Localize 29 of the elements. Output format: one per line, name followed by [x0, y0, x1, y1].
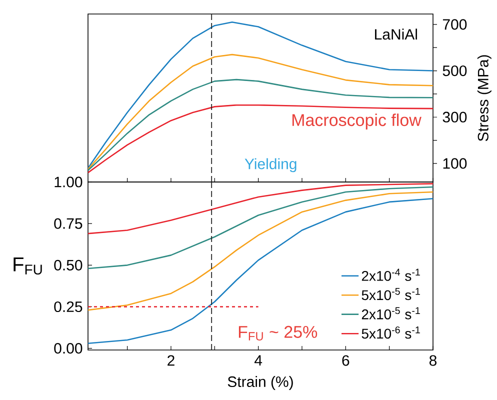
y-tick-label: 0.25 — [54, 301, 82, 312]
legend-label: 5x10$^{-5}$ s$^{-1}$ — [362, 288, 420, 300]
line-series — [88, 104, 434, 174]
y-axis-title: Stress (MPa) — [477, 55, 492, 142]
line-series — [88, 183, 433, 234]
y-tick-label: 700 — [442, 19, 467, 30]
x-axis-title: Strain (%) — [228, 376, 293, 390]
legend-label: 2x10$^{-5}$ s$^{-1}$ — [362, 307, 420, 320]
y-tick-label: 0.00 — [54, 343, 82, 354]
y-tick-label: 500 — [442, 65, 467, 76]
annotation: LaNiAl — [375, 28, 417, 40]
x-tick-label: 2 — [168, 355, 174, 366]
annotation: Yielding — [244, 158, 296, 172]
y-tick-label: 100 — [443, 158, 467, 169]
legend-label: 2x10$^{-4}$ s$^{-1}$ — [362, 268, 420, 281]
y-tick-label: 300 — [442, 112, 467, 122]
annotation: F$_{FU}$ ~ 25% — [238, 326, 318, 340]
legend-label: 5x10$^{-6}$ s$^{-1}$ — [362, 326, 420, 339]
y-tick-label: 0.50 — [54, 260, 82, 270]
line-series — [88, 78, 434, 172]
y-tick-label: 1.00 — [54, 176, 82, 188]
y-tick-label: 0.75 — [54, 218, 82, 229]
x-tick-label: 4 — [254, 355, 262, 366]
annotation: Macroscopic flow — [292, 114, 422, 130]
y-axis-title: F$_{FU}$ — [14, 258, 42, 275]
x-tick-label: 6 — [342, 355, 350, 366]
x-tick-label: 8 — [429, 355, 437, 366]
line-series — [88, 198, 433, 344]
line-series — [88, 186, 433, 270]
